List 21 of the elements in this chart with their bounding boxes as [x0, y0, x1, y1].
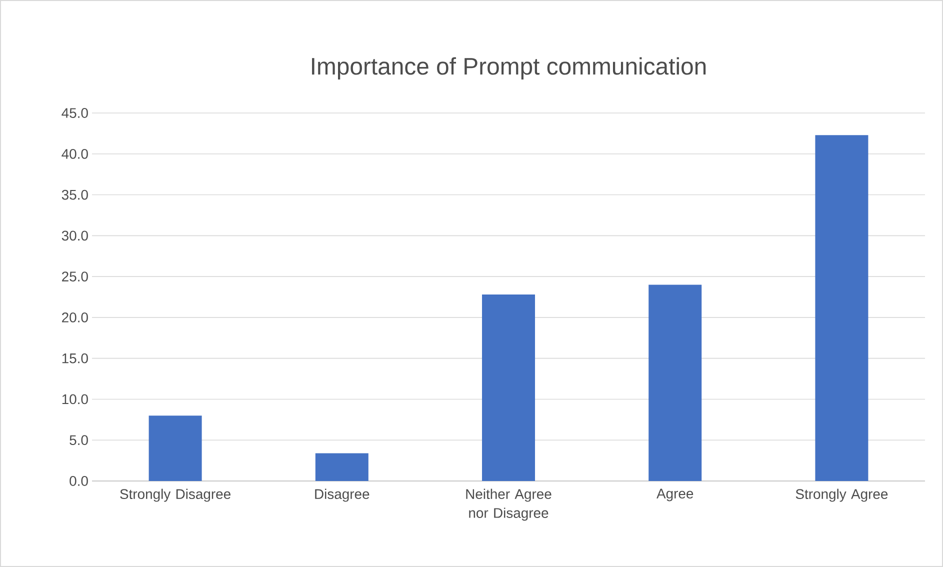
y-tick-label: 45.0 — [62, 108, 88, 118]
x-tick-label: Neither Agree nor Disagree — [466, 488, 552, 521]
y-tick-label: 25.0 — [62, 272, 88, 282]
x-tick-label: Strongly Disagree — [120, 488, 230, 502]
y-tick-label: 20.0 — [62, 312, 88, 322]
y-tick-label: 15.0 — [62, 353, 88, 364]
bar — [648, 284, 702, 481]
y-tick-label: 10.0 — [62, 394, 88, 404]
y-tick-label: 40.0 — [62, 148, 88, 159]
bar — [482, 294, 536, 481]
y-tick-label: 0.0 — [70, 476, 88, 486]
bar — [815, 135, 868, 481]
y-tick-label: 35.0 — [62, 190, 88, 200]
chart-title: Importance of Prompt communication — [312, 57, 706, 80]
x-tick-label: Strongly Agree — [796, 488, 888, 502]
x-tick-label: Agree — [656, 488, 694, 502]
bar — [315, 453, 368, 481]
bar — [148, 416, 202, 481]
y-tick-label: 5.0 — [70, 435, 88, 446]
x-tick-label: Disagree — [315, 488, 370, 502]
y-tick-label: 30.0 — [62, 230, 88, 241]
